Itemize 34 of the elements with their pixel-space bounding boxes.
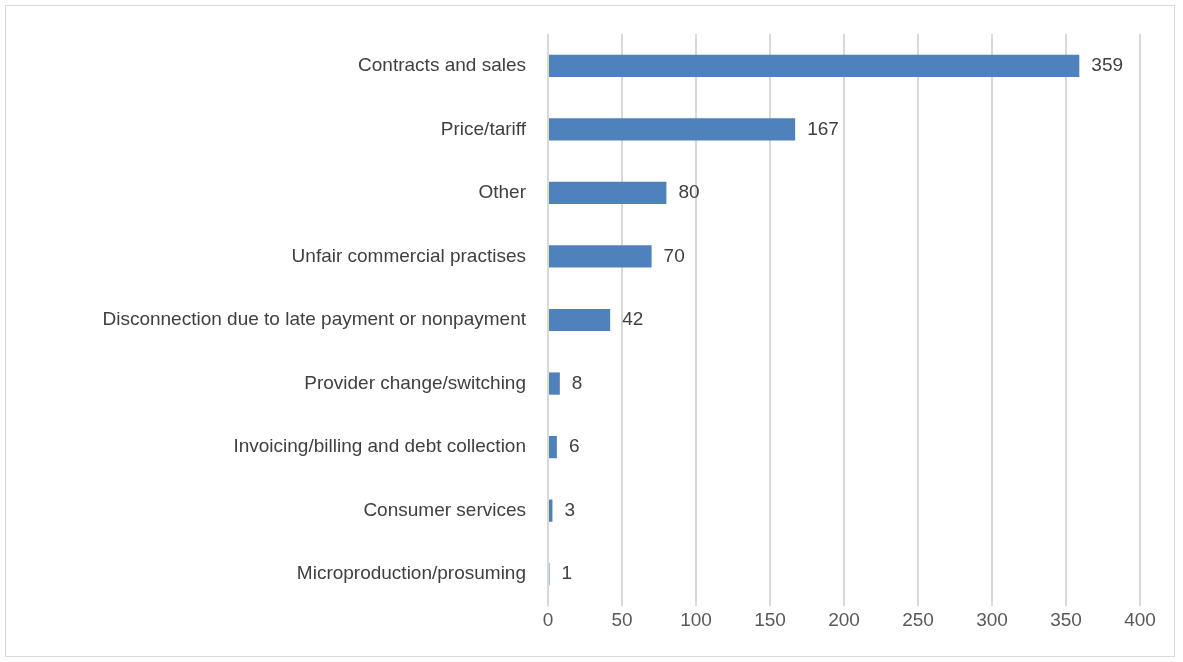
data-label: 6 <box>568 435 580 457</box>
bar <box>549 118 796 141</box>
x-tick-label: 150 <box>754 608 786 630</box>
y-tick-label: Disconnection due to late payment or nonpayment <box>102 308 527 330</box>
y-tick-label: Microproduction/prosuming <box>296 562 526 584</box>
data-label: 167 <box>807 117 839 139</box>
data-label: 3 <box>564 498 576 520</box>
x-tick-label: 100 <box>680 608 712 630</box>
bar <box>549 245 652 268</box>
x-tick-label: 250 <box>902 608 934 630</box>
x-tick-label: 50 <box>611 608 633 630</box>
x-tick-label: 350 <box>1050 608 1082 630</box>
bar <box>549 372 560 395</box>
x-tick-label: 200 <box>828 608 860 630</box>
bar <box>549 181 667 205</box>
y-tick-label: Contracts and sales <box>358 54 526 76</box>
data-label: 42 <box>622 308 644 330</box>
data-label: 8 <box>571 371 583 393</box>
x-tick-label: 400 <box>1124 608 1156 630</box>
y-tick-label: Price/tariff <box>440 117 527 139</box>
y-tick-label: Unfair commercial practises <box>291 244 526 266</box>
bar <box>549 308 611 332</box>
y-tick-label: Consumer services <box>363 498 526 520</box>
data-label: 80 <box>678 181 700 203</box>
data-label: 359 <box>1091 54 1124 76</box>
y-tick-label: Provider change/switching <box>304 371 526 393</box>
x-tick-label: 300 <box>976 608 1008 630</box>
bar <box>549 435 557 459</box>
data-label: 1 <box>561 562 573 584</box>
x-tick-label: 0 <box>542 608 554 630</box>
y-tick-label: Other <box>478 181 527 203</box>
y-tick-label: Invoicing/billing and debt collection <box>233 435 526 457</box>
data-label: 70 <box>663 244 685 266</box>
bar <box>549 54 1080 77</box>
